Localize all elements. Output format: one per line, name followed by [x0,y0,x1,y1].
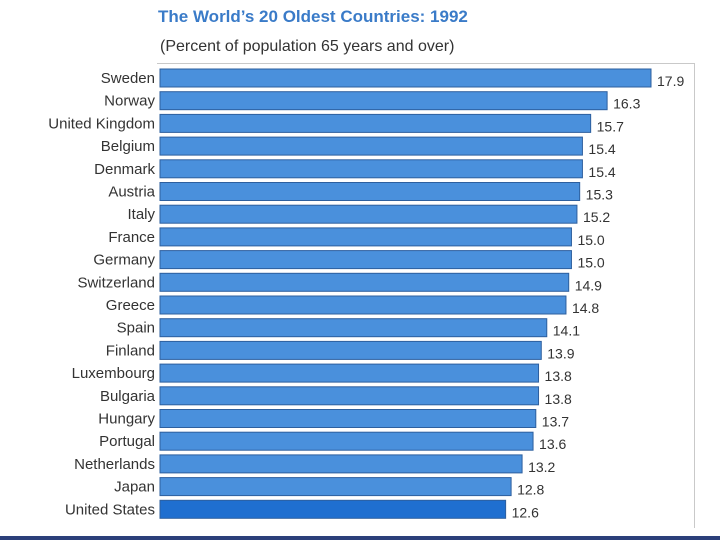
bar-austria [159,182,581,201]
bar-switzerland [159,272,570,292]
category-label-germany: Germany [93,252,155,269]
value-label-norway: 16.3 [613,96,640,112]
bar-greece [159,295,567,315]
chart-title: The World’s 20 Oldest Countries: 1992 [158,7,468,26]
bar-denmark [159,159,583,179]
value-label-japan: 12.8 [517,482,544,498]
category-label-italy: Italy [127,206,155,223]
value-label-france: 15.0 [577,232,604,248]
value-label-austria: 15.3 [586,187,613,203]
bar-netherlands [159,454,523,474]
value-label-germany: 15.0 [577,255,604,271]
bar-portugal [159,431,534,451]
category-label-japan: Japan [114,479,155,496]
bar-belgium [159,136,583,156]
value-label-netherlands: 13.2 [528,459,555,475]
category-label-france: France [108,229,155,246]
value-label-bulgaria: 13.8 [545,391,572,407]
bar-germany [159,250,572,270]
value-label-luxembourg: 13.8 [545,368,572,384]
bar-norway [159,91,608,111]
chart-frame [157,63,695,528]
bar-finland [159,340,542,360]
value-label-switzerland: 14.9 [575,277,602,293]
bar-united-states [159,499,507,519]
bar-bulgaria [159,386,540,406]
bar-sweden [159,68,652,88]
value-label-portugal: 13.6 [539,436,566,452]
value-label-denmark: 15.4 [588,164,615,180]
category-label-austria: Austria [108,184,155,201]
category-label-united-kingdom: United Kingdom [48,115,155,132]
bar-luxembourg [159,363,540,383]
value-label-belgium: 15.4 [588,141,615,157]
bar-italy [159,204,578,224]
bottom-rule [0,536,720,540]
bar-japan [159,477,512,497]
category-label-spain: Spain [117,320,155,337]
category-label-hungary: Hungary [98,411,155,428]
category-label-switzerland: Switzerland [77,274,155,291]
value-label-united-kingdom: 15.7 [597,118,624,134]
category-label-luxembourg: Luxembourg [72,365,155,382]
category-label-netherlands: Netherlands [74,456,155,473]
category-label-denmark: Denmark [94,161,155,178]
category-label-bulgaria: Bulgaria [100,388,156,405]
category-label-united-states: United States [65,501,155,518]
category-label-sweden: Sweden [101,70,155,87]
bar-hungary [159,409,537,428]
value-label-italy: 15.2 [583,209,610,225]
value-label-finland: 13.9 [547,345,574,361]
category-label-belgium: Belgium [101,138,155,155]
bar-france [159,227,572,247]
chart-subtitle: (Percent of population 65 years and over… [160,38,455,55]
value-label-spain: 14.1 [553,323,580,339]
value-label-united-states: 12.6 [512,504,539,520]
value-label-hungary: 13.7 [542,414,569,430]
bar-united-kingdom [159,113,592,133]
bar-spain [159,318,548,338]
value-label-greece: 14.8 [572,300,599,316]
category-label-greece: Greece [106,297,155,314]
value-label-sweden: 17.9 [657,73,684,89]
category-label-portugal: Portugal [99,433,155,450]
category-label-norway: Norway [104,93,155,110]
category-label-finland: Finland [106,342,155,359]
